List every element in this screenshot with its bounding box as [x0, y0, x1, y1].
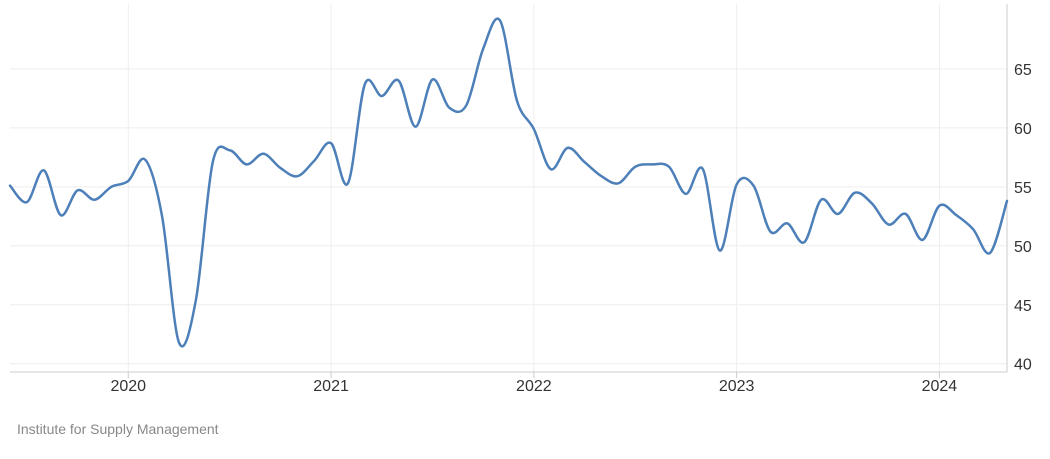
x-tick-label: 2020 [110, 378, 146, 395]
x-tick-label: 2022 [516, 378, 552, 395]
y-tick-label: 55 [1014, 180, 1032, 197]
y-axis-labels: 40 45 50 55 60 65 [1014, 62, 1032, 374]
y-grid [10, 68, 1007, 365]
series-line [8, 17, 1009, 348]
x-grid [127, 4, 940, 372]
x-tick-label: 2023 [719, 378, 755, 395]
y-tick-label: 65 [1014, 62, 1032, 79]
x-tick-label: 2021 [313, 378, 349, 395]
axes [10, 4, 1008, 378]
series-group [8, 17, 1009, 348]
y-tick-label: 60 [1014, 121, 1032, 138]
y-tick-label: 40 [1014, 357, 1032, 374]
source-label: Institute for Supply Management [17, 421, 219, 437]
x-tick-label: 2024 [922, 378, 958, 395]
x-axis-labels: 2020 2021 2022 2023 2024 [110, 378, 957, 395]
line-chart: 40 45 50 55 60 65 2020 2021 2022 2023 2024 [8, 4, 1032, 395]
y-tick-label: 45 [1014, 298, 1032, 315]
y-tick-label: 50 [1014, 239, 1032, 256]
